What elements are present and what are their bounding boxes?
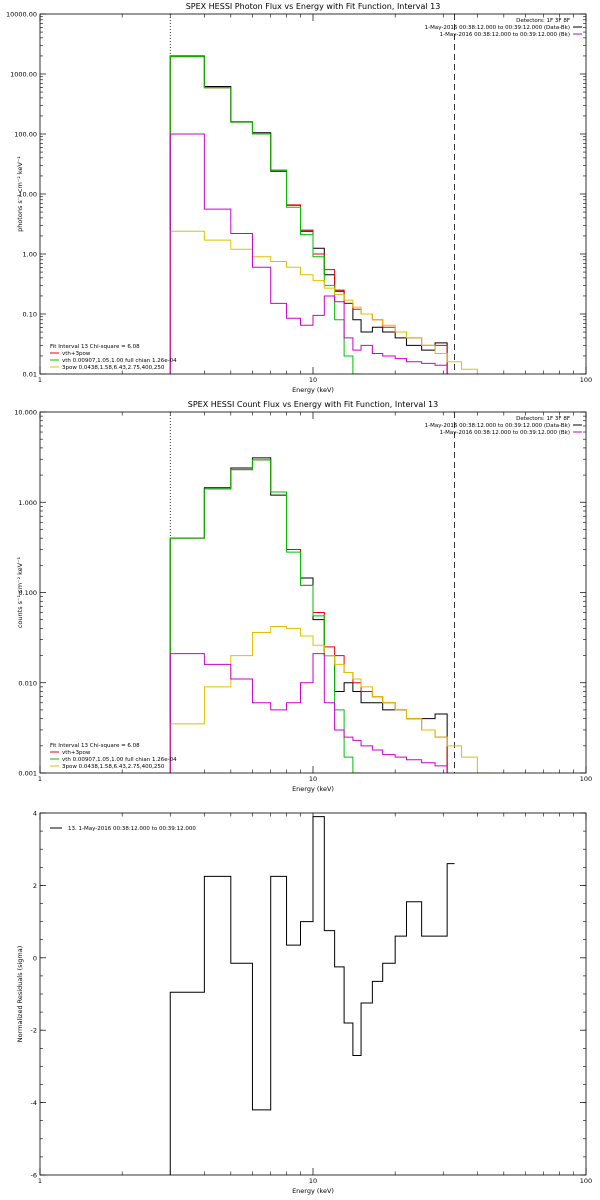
y-tick-label: 100.00 — [14, 131, 37, 139]
plot-frame — [39, 812, 587, 1176]
y-tick-label: 1000.00 — [10, 71, 37, 79]
plot-frame — [39, 13, 587, 375]
y-tick-label: 10.00 — [18, 191, 37, 199]
x-tick-label: 10 — [309, 376, 317, 384]
legend-entry: 1-May-2016 00:38:12.000 to 00:39:12.000 … — [440, 430, 570, 436]
chart-title: SPEX HESSI Count Flux vs Energy with Fit… — [188, 400, 439, 409]
y-tick-label: 0.100 — [18, 589, 37, 597]
histogram-series-0 — [169, 55, 448, 374]
y-tick-label: 0 — [33, 954, 37, 962]
y-tick-label: 10000.00 — [6, 11, 37, 19]
panel-resid: -6 -4 -2 0 2 4 1 10 100 Energy (keV) Normalized Re… — [16, 810, 592, 1196]
y-tick-label: 0.01 — [23, 371, 37, 379]
x-tick-label: 100 — [580, 376, 592, 384]
legend-entry: 3pow 0.0438,1.58,6.43,2.75,400,250 — [62, 365, 165, 371]
legend-entry: vth+3pow — [62, 351, 91, 357]
plot-area — [169, 816, 455, 1175]
x-tick-label: 1 — [38, 376, 42, 384]
panel-photon: SPEX HESSI Photon Flux vs Energy with Fi… — [6, 2, 592, 394]
x-tick-label: 10 — [309, 775, 317, 783]
legend-entry: Detectors: 1F 3F 8F — [516, 18, 570, 24]
histogram-series-2 — [169, 56, 362, 374]
legend-entry: 13. 1-May-2016 00:38:12.000 to 00:39:12.… — [68, 826, 196, 832]
legend-entry: Fit Interval 13 Chi-square = 6.08 — [50, 344, 140, 350]
plot-area — [169, 412, 492, 773]
y-tick-label: -2 — [31, 1027, 37, 1035]
x-tick-label: 100 — [580, 1177, 592, 1185]
legend-entry: Fit Interval 13 Chi-square = 6.08 — [50, 743, 140, 749]
histogram-series-0 — [169, 457, 448, 773]
legend-entry: 3pow 0.0438,1.58,6.43,2.75,400,250 — [62, 764, 165, 770]
y-tick-label: 0.010 — [18, 679, 37, 687]
plot-area — [169, 14, 478, 374]
chart-title: SPEX HESSI Photon Flux vs Energy with Fi… — [186, 2, 441, 11]
legend-entry: Detectors: 1F 3F 8F — [516, 416, 570, 422]
y-tick-label: 1.000 — [18, 499, 37, 507]
legend-entry: 1-May-2016 00:38:12.000 to 00:39:12.000 … — [425, 25, 570, 31]
x-tick-label: 1 — [38, 775, 42, 783]
legend-entry: vth 0.00907,1.05,1.00 full chian 1.26e-0… — [62, 757, 177, 763]
plot-frame — [39, 411, 587, 774]
panel-count: SPEX HESSI Count Flux vs Energy with Fit… — [14, 400, 592, 793]
legend-entry: vth 0.00907,1.05,1.00 full chian 1.26e-0… — [62, 358, 177, 364]
legend-entry: 1-May-2016 00:38:12.000 to 00:39:12.000 … — [425, 423, 570, 429]
y-tick-label: 0.001 — [18, 770, 37, 778]
histogram-series-2 — [169, 459, 362, 773]
legend-entry: vth+3pow — [62, 750, 91, 756]
x-axis-label: Energy (keV) — [292, 386, 334, 394]
histogram-series-1 — [169, 56, 448, 374]
y-axis-label: counts s⁻¹ cm⁻² keV⁻¹ — [16, 556, 24, 628]
histogram-series-4 — [169, 653, 448, 773]
y-tick-label: 4 — [33, 810, 37, 818]
x-tick-label: 100 — [580, 775, 592, 783]
x-axis-label: Energy (keV) — [292, 785, 334, 793]
histogram-series-3 — [169, 626, 492, 773]
y-tick-label: 1.00 — [23, 251, 37, 259]
y-tick-label: 0.10 — [23, 311, 37, 319]
x-tick-label: 1 — [38, 1177, 42, 1185]
legend-entry: 1-May-2016 00:38:12.000 to 00:39:12.000 … — [440, 32, 570, 38]
x-tick-label: 10 — [309, 1177, 317, 1185]
y-tick-label: -4 — [31, 1099, 37, 1107]
histogram-series-3 — [169, 230, 478, 374]
y-tick-label: 10.000 — [14, 409, 37, 417]
y-tick-label: 2 — [33, 882, 37, 890]
y-axis-label: Normalized Residuals (sigma) — [16, 946, 24, 1043]
histogram-series-1 — [169, 459, 448, 773]
histogram-series-0 — [169, 816, 455, 1175]
y-tick-label: -6 — [31, 1172, 37, 1180]
histogram-series-4 — [169, 133, 448, 374]
x-axis-label: Energy (keV) — [292, 1187, 334, 1195]
y-axis-label: photons s⁻¹ cm⁻² keV⁻¹ — [16, 156, 24, 232]
